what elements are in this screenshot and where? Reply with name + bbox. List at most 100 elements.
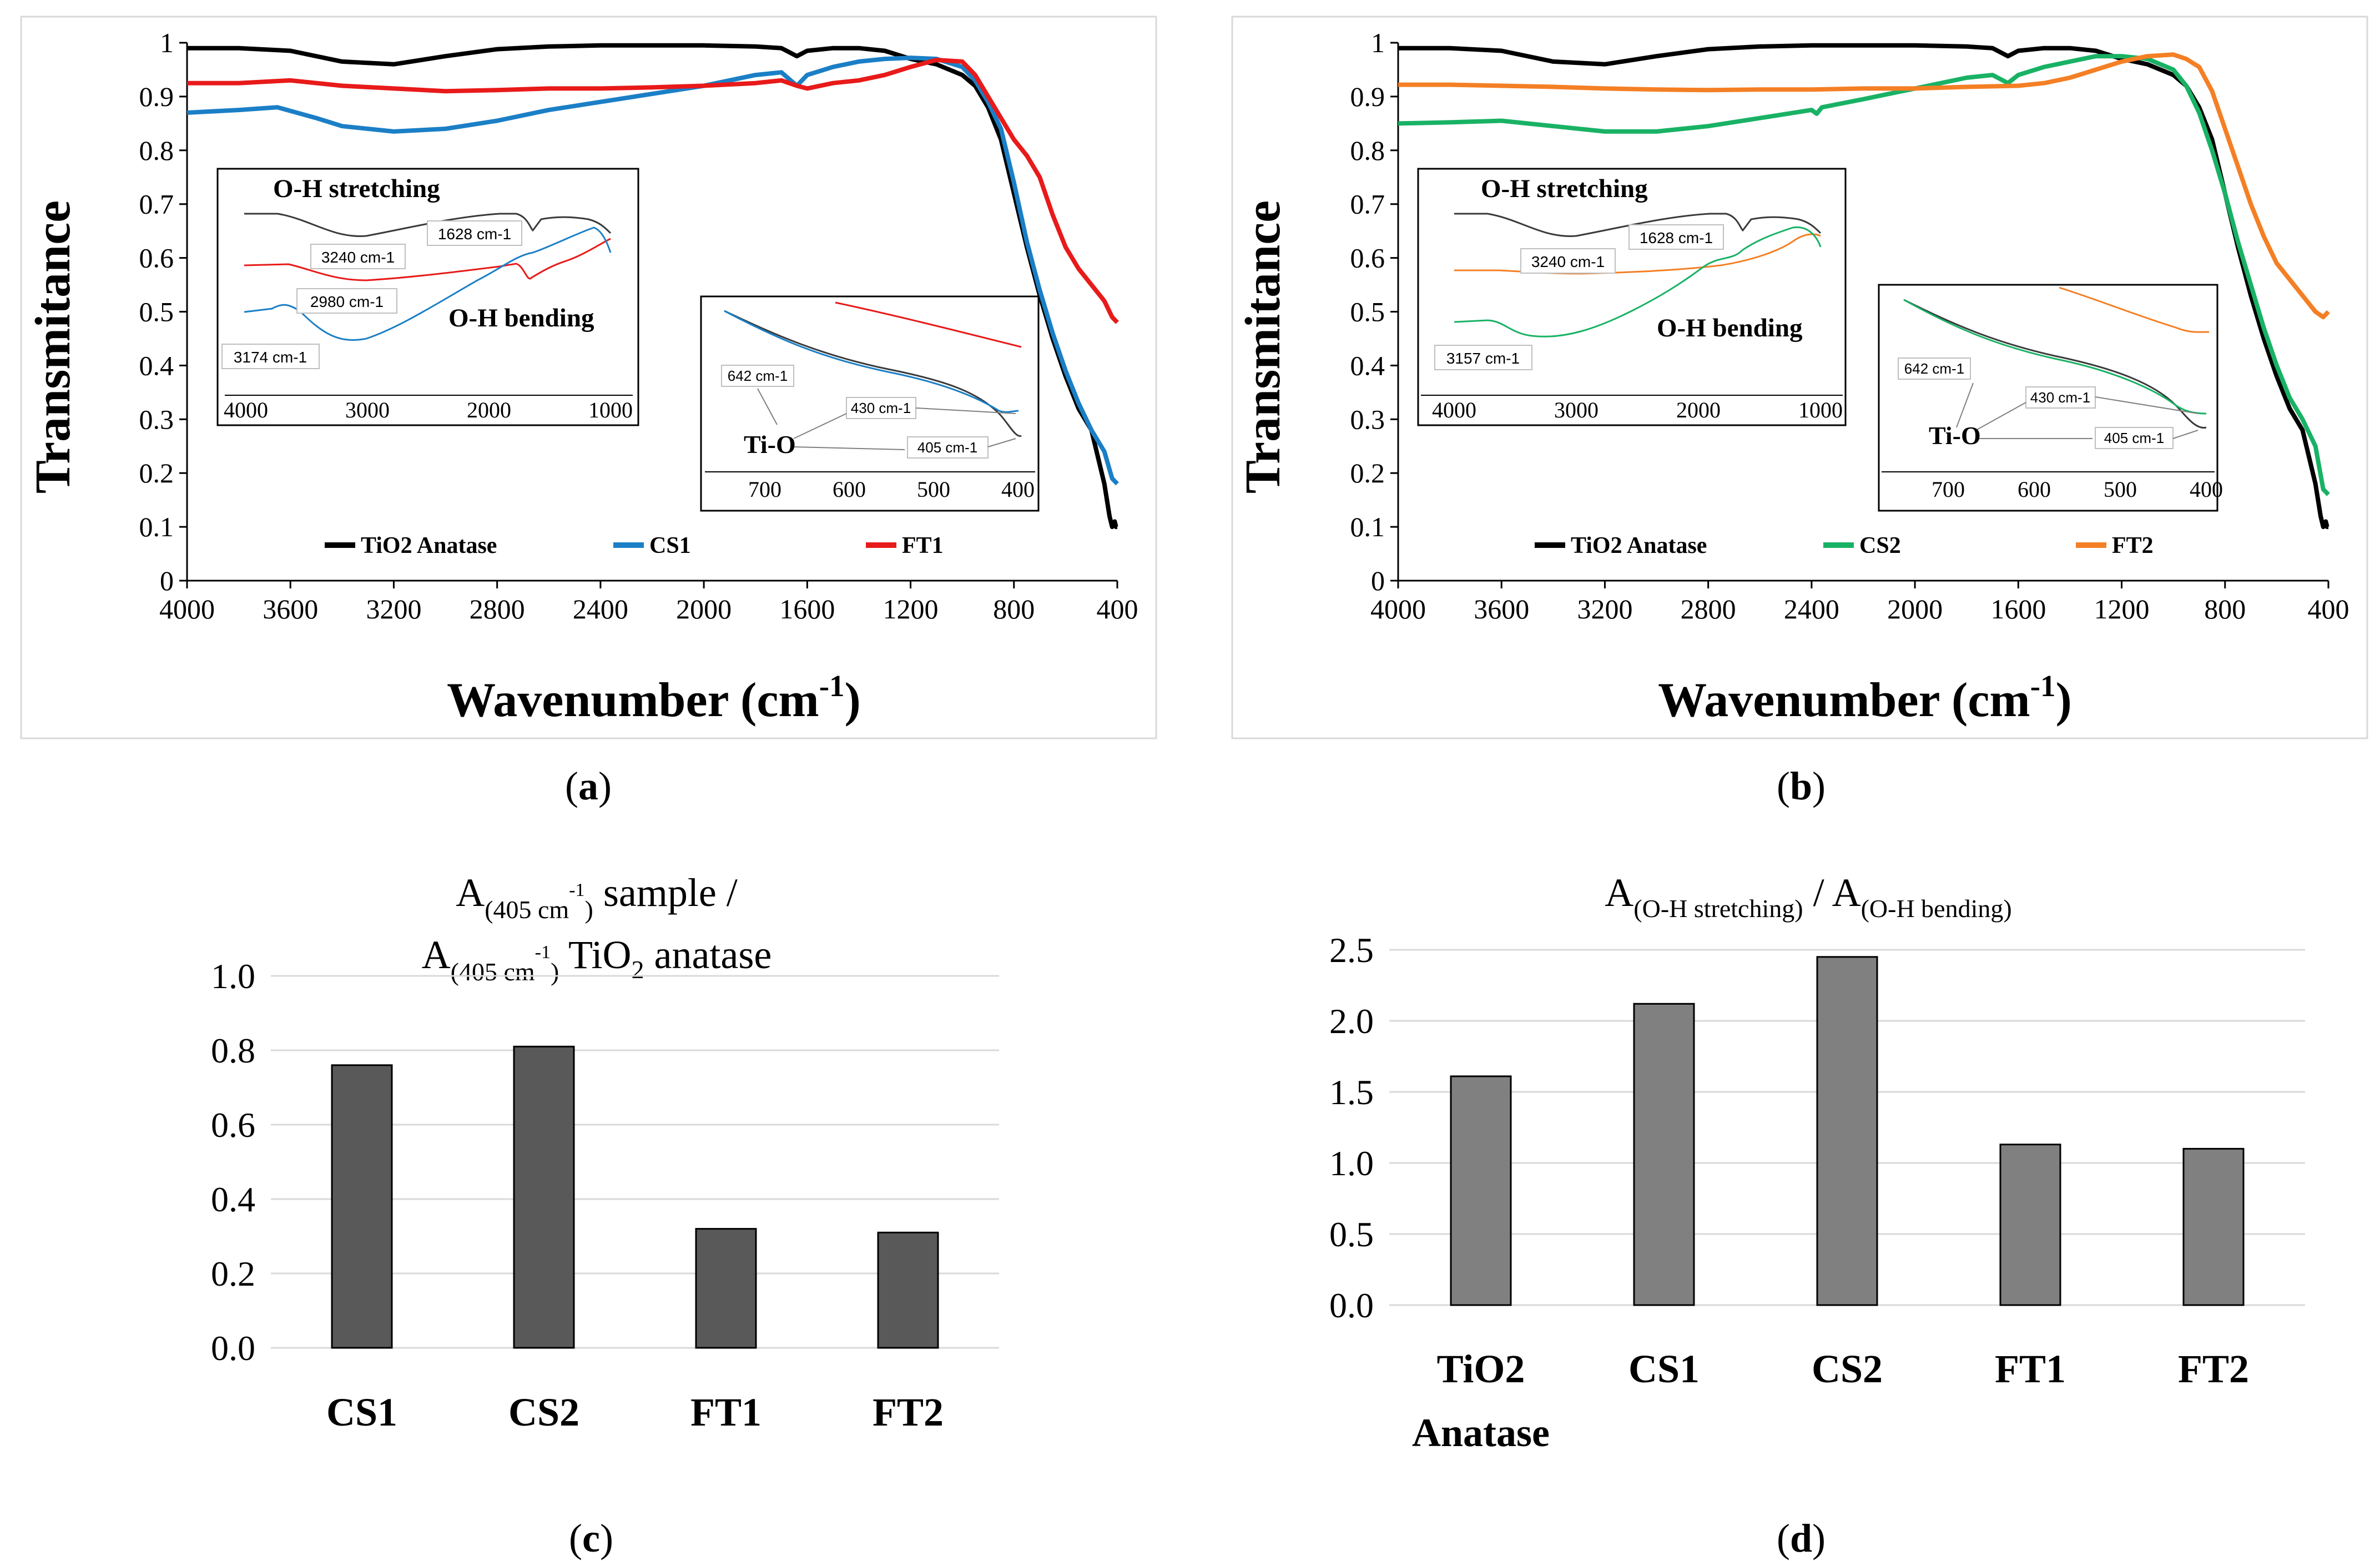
panel-b-ylabel: Transmitance <box>1236 200 1290 494</box>
caption-d: (d) <box>1777 1516 1826 1560</box>
category-label: CS1 <box>326 1390 397 1434</box>
inset-b2-arrow-0 <box>1956 382 1974 428</box>
x-tick-label: 1200 <box>2094 593 2150 625</box>
panel-a-inset-tio: 642 cm-1 430 cm-1 405 cm-1 Ti-O 700 600 … <box>700 295 1040 512</box>
x-tick-label: 2800 <box>470 593 525 625</box>
y-tick-label: 0.0 <box>211 1328 255 1368</box>
y-tick-label: 0.6 <box>211 1105 255 1145</box>
panel-d: A(O-H stretching) / A(O-H bending) 0.0 0.… <box>1329 870 2305 1560</box>
x-tick-label: 2400 <box>1784 593 1839 625</box>
y-tick-label: 1.0 <box>1329 1144 1374 1183</box>
inset-a2-arrow-0 <box>757 388 778 425</box>
bar-cs1 <box>331 1064 393 1349</box>
panel-d-category-line2: Anatase <box>1412 1411 1550 1455</box>
bar-ft2 <box>2182 1147 2245 1306</box>
inset-a1-label-3: 3174 cm-1 <box>234 349 307 366</box>
inset-b1-cs2 <box>1454 226 1822 338</box>
inset-a1-label-2: 2980 cm-1 <box>310 293 384 310</box>
series-line-cs2 <box>1398 54 2330 496</box>
y-tick-label: 2.0 <box>1329 1001 1374 1041</box>
inset-a2-label-box-2 <box>907 436 989 459</box>
panel-d-bars: TiO2 CS1 CS2 FT1 FT2 <box>1437 956 2249 1391</box>
inset-a2-xtick-1: 600 <box>833 477 866 502</box>
x-tick-label: 4000 <box>1370 593 1426 625</box>
inset-b2-xtick-3: 400 <box>2190 477 2223 502</box>
category-label: FT1 <box>1995 1347 2066 1391</box>
x-tick-label: 1600 <box>779 593 835 625</box>
x-tick-label: 3600 <box>1474 593 1529 625</box>
y-tick-label: 1.5 <box>1329 1072 1374 1112</box>
inset-b1-label-0: 3240 cm-1 <box>1531 253 1605 270</box>
inset-a1-ft1 <box>244 238 611 281</box>
inset-a1-label-box-1 <box>427 220 522 246</box>
y-tick-label: 0.4 <box>211 1180 255 1219</box>
inset-b1-label-2: 3157 cm-1 <box>1446 350 1520 367</box>
inset-b1-frame <box>1417 168 1847 426</box>
y-tick-label: 0.5 <box>1350 296 1385 328</box>
y-tick-label: 0.0 <box>1329 1286 1374 1325</box>
inset-a1-xtick-3: 1000 <box>588 397 633 422</box>
category-label: CS1 <box>1628 1347 1700 1391</box>
x-tick-label: 400 <box>1097 593 1138 625</box>
inset-b1-label-box-2 <box>1434 345 1532 370</box>
inset-a1-frame <box>216 168 639 426</box>
bar-cs1 <box>1633 1003 1695 1306</box>
inset-a1-label-box-0 <box>310 244 406 269</box>
legend-ft1: FT1 <box>902 533 944 558</box>
x-tick-label: 2000 <box>676 593 732 625</box>
y-tick-label: 0.8 <box>139 135 174 166</box>
inset-b2-cs2 <box>1903 299 2207 415</box>
series-line-ft2 <box>1398 52 2330 320</box>
y-tick-label: 0.2 <box>139 457 174 489</box>
inset-a2-arrow-3 <box>915 407 1016 414</box>
inset-b2-label-box-1 <box>2025 386 2096 409</box>
x-tick-label: 800 <box>2204 593 2246 625</box>
y-tick-label: 0.9 <box>1350 81 1385 112</box>
inset-a1-tio2 <box>244 213 612 237</box>
inset-a2-label-box-0 <box>721 365 794 387</box>
caption-a: (a) <box>565 764 612 808</box>
category-label: FT1 <box>690 1390 762 1434</box>
panel-b-xlabel: Wavenumber (cm-1) <box>1658 669 2072 727</box>
y-tick-label: 0.9 <box>139 81 174 112</box>
bar-tio2 <box>1450 1075 1512 1306</box>
y-tick-label: 0.1 <box>139 511 174 542</box>
inset-b2-ft2 <box>2059 286 2210 333</box>
inset-a2-label-2: 405 cm-1 <box>917 439 977 456</box>
series-line-tio2-anatase <box>1398 43 2329 530</box>
inset-a2-xtick-0: 700 <box>748 477 781 502</box>
bar-ft1 <box>1999 1144 2061 1306</box>
legend-tio2-b: TiO2 Anatase <box>1571 533 1707 558</box>
x-tick-label: 3600 <box>263 593 318 625</box>
y-tick-label: 0.6 <box>1350 243 1385 274</box>
x-tick-label: 3200 <box>1577 593 1632 625</box>
inset-b2-label-0: 642 cm-1 <box>1904 360 1964 377</box>
inset-b1-label-1: 1628 cm-1 <box>1640 229 1713 246</box>
category-label: TiO2 <box>1437 1347 1525 1391</box>
caption-c: (c) <box>569 1516 613 1560</box>
x-tick-label: 2000 <box>1887 593 1943 625</box>
y-tick-label: 1 <box>160 27 174 58</box>
inset-a2-xtick-2: 500 <box>917 477 950 502</box>
inset-a1-xtick-2: 2000 <box>467 397 511 422</box>
panel-c-title-line1: A(405 cm-1) sample / <box>456 870 738 924</box>
y-tick-label: 0.6 <box>139 243 174 274</box>
category-label: FT2 <box>2178 1347 2249 1391</box>
inset-a2-arrow-4 <box>987 438 1016 447</box>
inset-b2-label-box-0 <box>1898 357 1971 380</box>
category-label: CS2 <box>508 1390 579 1434</box>
inset-b1-xtick-0: 4000 <box>1432 397 1476 422</box>
series-line-cs1 <box>186 56 1119 486</box>
y-tick-label: 1 <box>1371 27 1385 58</box>
panel-c-title-line2: A(405 cm-1) TiO2 anatase <box>422 933 772 986</box>
inset-b2-tio: Ti-O <box>1929 421 1981 450</box>
panel-a-ticks: 0 0.1 0.2 0.3 0.4 0.5 0.6 0.7 0.8 0.9 1 4000 3600 320… <box>139 27 1138 625</box>
inset-a2-label-0: 642 cm-1 <box>728 367 788 384</box>
inset-a2-tio: Ti-O <box>744 430 796 459</box>
inset-b2-arrow-1 <box>1975 402 2026 431</box>
panel-b: Transmitance 0 0.1 0.2 0.3 0.4 0.5 0.6 0.7 0.8 0.… <box>1231 16 2368 808</box>
inset-a1-label-box-2 <box>296 288 397 314</box>
panel-b-inset-tio: 642 cm-1 430 cm-1 405 cm-1 Ti-O 700 600 … <box>1878 284 2223 512</box>
inset-b1-title: O-H stretching <box>1481 174 1648 203</box>
